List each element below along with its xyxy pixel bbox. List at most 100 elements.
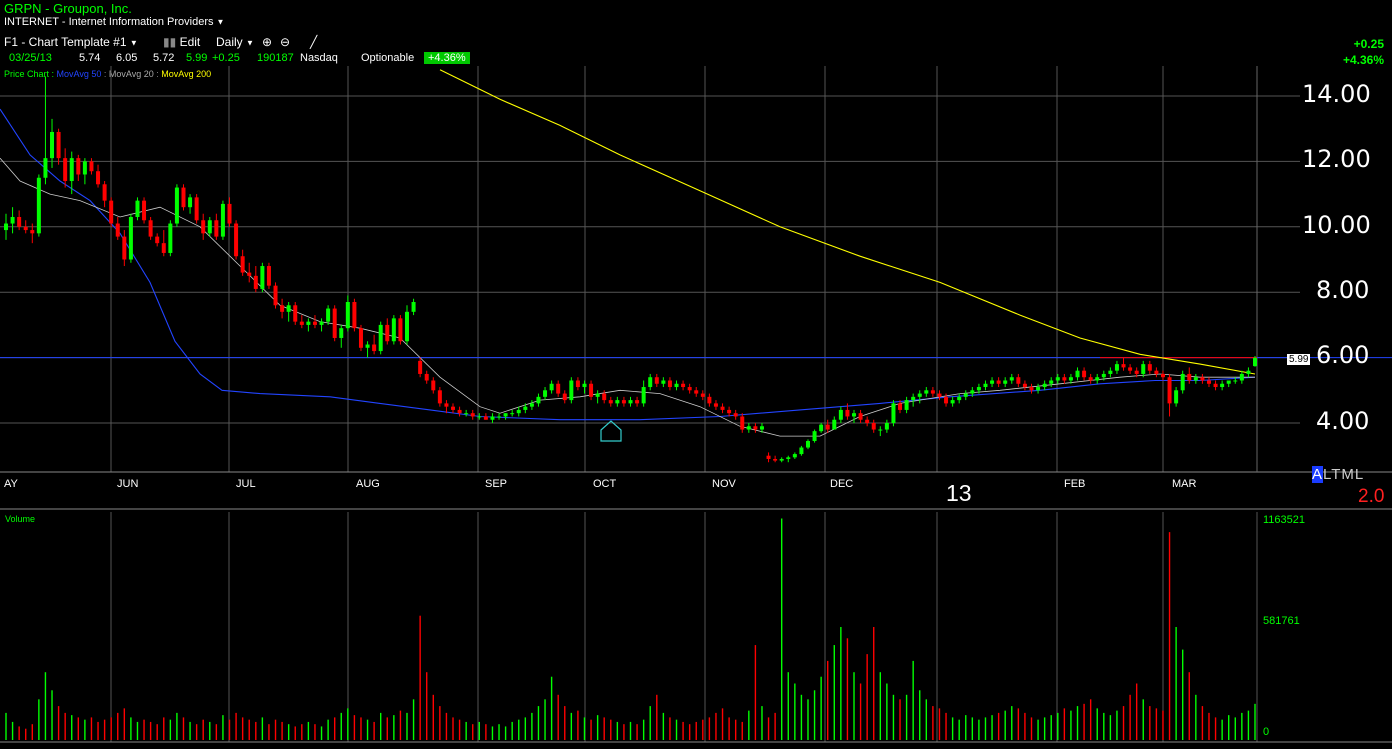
edit-button[interactable]: ▮▮ Edit [163, 35, 201, 49]
candle [845, 409, 850, 417]
candle [1233, 380, 1238, 382]
quote-exchange: Nasdaq [300, 52, 338, 64]
candle [253, 275, 258, 289]
zoom-in-icon[interactable]: ⊕ [262, 35, 273, 49]
template-dropdown[interactable]: F1 - Chart Template #1 ▼ [4, 35, 138, 49]
candle [852, 413, 857, 417]
candle [1160, 373, 1165, 378]
candle [280, 305, 285, 312]
legend-price[interactable]: Price Chart [4, 69, 50, 79]
candle [917, 393, 922, 397]
candle [43, 158, 48, 178]
candle [930, 390, 935, 394]
candle [319, 321, 324, 325]
volume-tick: 1163521 [1263, 514, 1306, 526]
quote-volume: 190187 [257, 52, 294, 64]
candle [424, 373, 429, 381]
candle [1206, 380, 1211, 384]
indicator-legend: Price Chart : MovAvg 50 : MovAvg 20 : Mo… [4, 69, 212, 79]
candle [444, 403, 449, 407]
candle [746, 426, 751, 430]
candle [582, 383, 587, 388]
candle [1049, 380, 1054, 384]
candle [247, 272, 252, 276]
quote-low: 5.72 [153, 52, 175, 64]
draw-line-icon[interactable]: ╱ [310, 35, 318, 49]
candle [437, 390, 442, 404]
candle [378, 324, 383, 352]
candle [122, 236, 127, 260]
candle [937, 393, 942, 397]
industry-label[interactable]: INTERNET - Internet Information Provider… [4, 16, 224, 28]
optionable-label: Optionable [361, 52, 415, 64]
candle [667, 380, 672, 388]
candle [687, 387, 692, 391]
ma50-line [0, 108, 1256, 421]
candle [536, 396, 541, 404]
quote-bar: 03/25/13 5.74 6.05 5.72 5.99 +0.25 19018… [0, 50, 1392, 66]
candle [1121, 364, 1126, 368]
candle [812, 431, 817, 441]
candle [1022, 383, 1027, 388]
symbol-title[interactable]: GRPN - Groupon, Inc. [4, 1, 132, 16]
candle [1009, 377, 1014, 381]
candle [575, 380, 580, 388]
legend-ma20[interactable]: MovAvg 20 [108, 69, 154, 79]
candle [299, 321, 304, 325]
candle [293, 305, 298, 322]
candle [891, 403, 896, 423]
candle [17, 216, 22, 227]
candle [1147, 364, 1152, 371]
candle [188, 197, 193, 208]
chart-toolbar: F1 - Chart Template #1 ▼ ▮▮ Edit Daily ▼… [0, 33, 1392, 50]
candle [1141, 364, 1146, 374]
legend-ma200[interactable]: MovAvg 200 [161, 69, 212, 79]
candle [1003, 380, 1008, 384]
candle [713, 403, 718, 407]
candle [451, 406, 456, 410]
candle [707, 396, 712, 404]
legend-ma50[interactable]: MovAvg 50 [56, 69, 102, 79]
candle [694, 390, 699, 394]
price-tick: 4.00 [1316, 407, 1370, 435]
candle [819, 424, 824, 432]
candle [1036, 387, 1041, 391]
candle [155, 236, 160, 244]
candle [477, 416, 482, 418]
chevron-down-icon[interactable]: ▼ [216, 17, 225, 27]
candle [621, 400, 626, 404]
candle [457, 409, 462, 414]
candle [161, 243, 166, 253]
month-label: AUG [356, 478, 380, 490]
candle [109, 200, 114, 224]
candle [720, 406, 725, 410]
chart-mode-selector[interactable]: ALTML [1312, 466, 1364, 483]
candle [602, 393, 607, 401]
candle [589, 383, 594, 397]
chevron-down-icon: ▼ [129, 38, 138, 48]
candle [569, 380, 574, 401]
change-pct-badge: +4.36% [424, 52, 470, 64]
candle [1174, 390, 1179, 404]
mode-others[interactable]: LTML [1323, 466, 1365, 483]
candle [227, 203, 232, 224]
candle [148, 220, 153, 237]
quote-open: 5.74 [79, 52, 101, 64]
candle [490, 416, 495, 420]
zoom-out-icon[interactable]: ⊖ [280, 35, 291, 49]
candle [142, 200, 147, 221]
candle [1016, 377, 1021, 384]
mode-a[interactable]: A [1312, 466, 1324, 483]
candle [516, 409, 521, 414]
earnings-marker-icon[interactable] [600, 420, 622, 442]
candle [1068, 377, 1073, 381]
candle [483, 416, 488, 420]
candle [391, 318, 396, 342]
period-dropdown[interactable]: Daily ▼ [216, 35, 254, 49]
candle [365, 344, 370, 348]
candle [1253, 357, 1257, 367]
candle [385, 324, 390, 342]
candle [759, 426, 764, 430]
change-pct: +4.36% [1342, 53, 1384, 67]
